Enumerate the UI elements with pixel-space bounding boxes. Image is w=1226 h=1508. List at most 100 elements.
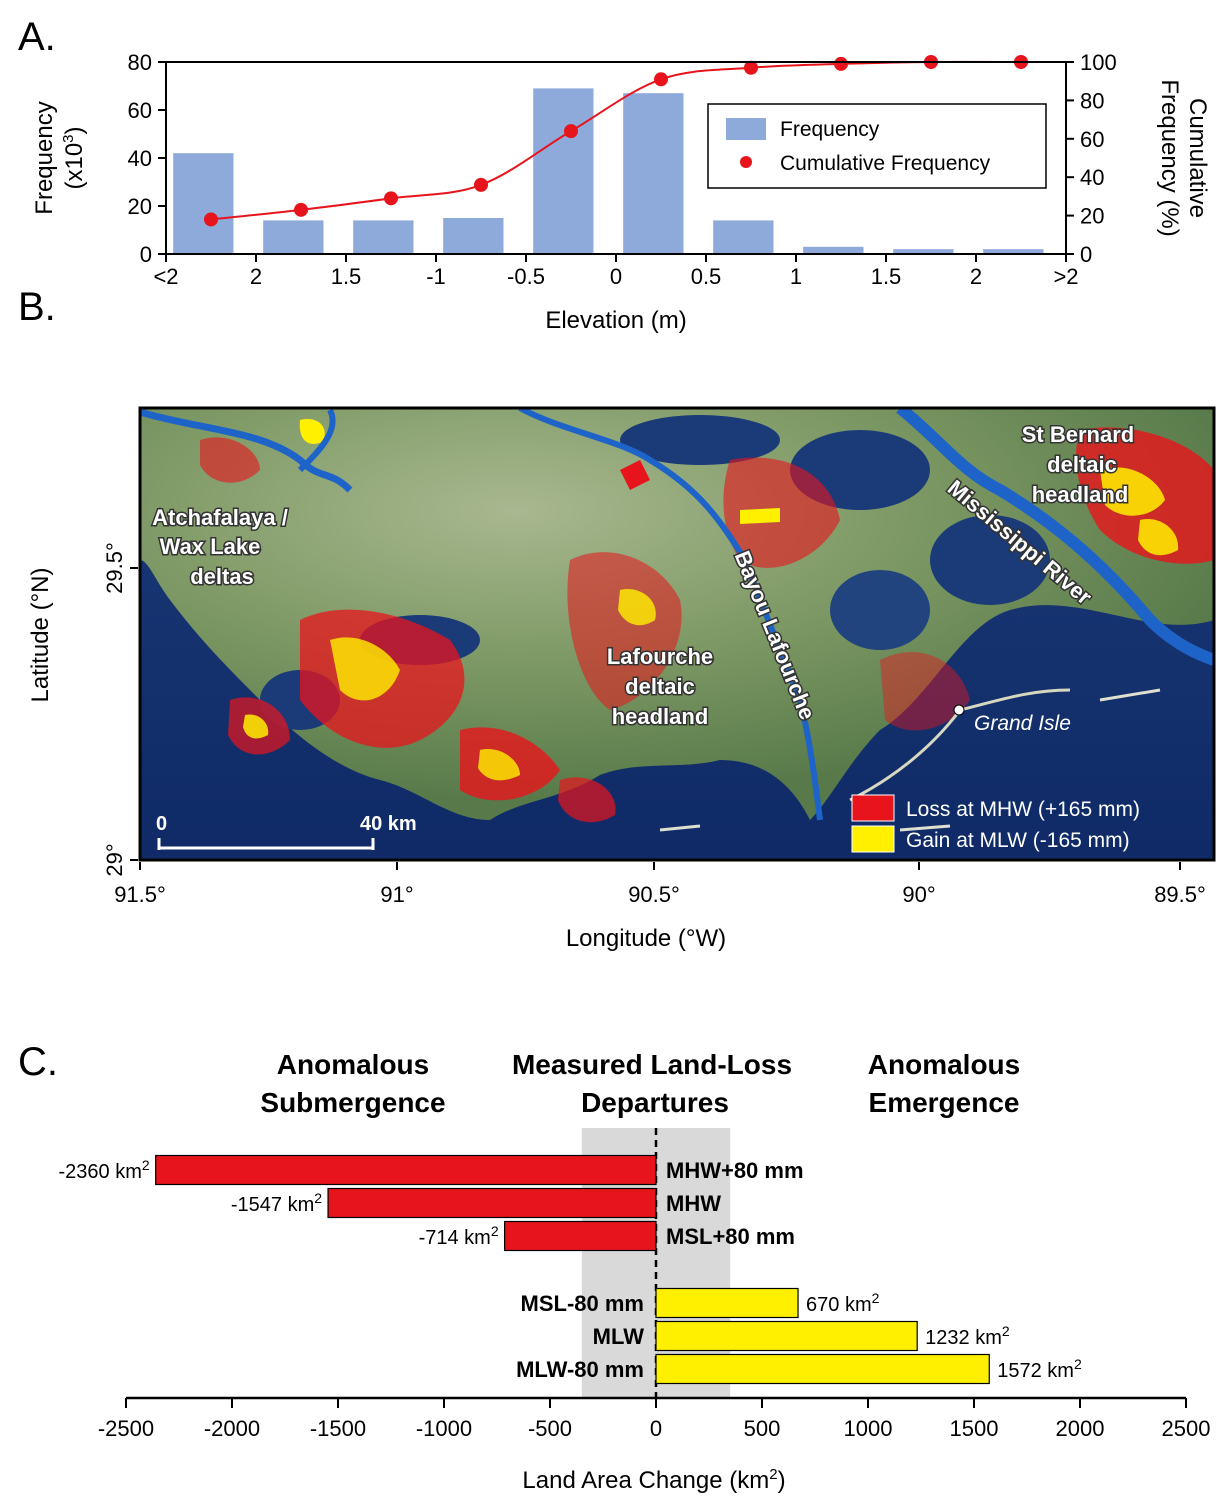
- label-stbernard-1: St Bernard: [1022, 422, 1134, 447]
- scale-start: 0: [156, 813, 167, 835]
- svg-text:Cumulative: Cumulative: [1184, 98, 1211, 218]
- x-tick-label: 0: [650, 1416, 662, 1441]
- panel-a-letter: A.: [18, 15, 56, 59]
- elevation-axis-title: Elevation (m): [545, 307, 686, 334]
- frequency-bar: [533, 88, 594, 255]
- legend-gain-swatch: [851, 825, 895, 853]
- map-frame: [138, 406, 1216, 862]
- gain-bar: [655, 1353, 990, 1385]
- cumulative-point: [834, 56, 848, 71]
- lake: [620, 415, 780, 465]
- label-atchafalaya-1: Atchafalaya /: [152, 505, 288, 530]
- frequency-bar: [713, 220, 774, 254]
- y2-tick-label: 100: [1080, 50, 1117, 75]
- lat-tick: 29.5°: [102, 542, 127, 594]
- x-tick-label: 1: [790, 264, 802, 289]
- plot-a-ticks: 0 20 40 60 80 0 20 40 60 80 100 <2 2 1.5 -1 -0.5 0 0.5 1 1.…: [128, 50, 1117, 289]
- heading-left-1: Anomalous: [277, 1049, 429, 1080]
- y-tick-label: 60: [128, 98, 152, 123]
- loss-bar: [504, 1220, 657, 1252]
- y-tick-label: 20: [128, 194, 152, 219]
- frequency-bar: [983, 249, 1044, 254]
- x-tick-label: 0.5: [691, 264, 722, 289]
- legend-frequency-swatch: [726, 118, 766, 140]
- x-tick-label: 1500: [950, 1416, 999, 1441]
- svg-text:(x103): (x103): [60, 126, 88, 189]
- y2-tick-label: 60: [1080, 127, 1104, 152]
- satellite-map: Atchafalaya / Wax Lake deltas Lafourche …: [138, 406, 1216, 862]
- y-tick-label: 0: [140, 242, 152, 267]
- x-tick-label: -1: [426, 264, 446, 289]
- x-tick-label: >2: [1053, 264, 1078, 289]
- y2-tick-label: 0: [1080, 242, 1092, 267]
- legend-loss-label: Loss at MHW (+165 mm): [906, 798, 1140, 821]
- atchafalaya-river-branch: [297, 408, 336, 473]
- label-atchafalaya-3: deltas: [190, 564, 254, 589]
- label-lafourche-2: deltaic: [625, 674, 695, 699]
- y2-tick-label: 40: [1080, 165, 1104, 190]
- gain-bar: [655, 1287, 799, 1319]
- atchafalaya-river: [140, 408, 353, 493]
- label-stbernard-3: headland: [1032, 482, 1129, 507]
- cumulative-point: [744, 60, 758, 75]
- y2-tick-label: 20: [1080, 204, 1104, 229]
- lon-tick: 91.5°: [114, 882, 166, 907]
- cumulative-point: [564, 124, 578, 139]
- bar-category-label: MLW: [593, 1324, 645, 1349]
- panel-a-legend: Frequency Cumulative Frequency: [707, 103, 1047, 189]
- x-tick-label: 1.5: [331, 264, 362, 289]
- frequency-axis-title: Frequency (x103): [31, 101, 88, 214]
- bar-value-label: -1547 km2: [231, 1190, 322, 1216]
- label-grand-isle: Grand Isle: [974, 712, 1071, 735]
- bar-value-label: 1232 km2: [925, 1323, 1010, 1349]
- lon-tick: 89.5°: [1154, 882, 1206, 907]
- x-tick-label: -2000: [204, 1416, 260, 1441]
- panel-b: B.: [18, 285, 1216, 952]
- gain-bar: [655, 1320, 918, 1352]
- panel-c: C. Anomalous Submergence Measured Land-L…: [18, 1040, 1210, 1494]
- frequency-bar: [623, 93, 684, 254]
- x-tick-label: -1500: [310, 1416, 366, 1441]
- cumulative-point: [204, 212, 218, 227]
- heading-center-1: Measured Land-Loss: [512, 1049, 792, 1080]
- cumulative-point: [654, 72, 668, 87]
- land-change-axis-title: Land Area Change (km2): [522, 1466, 785, 1494]
- frequency-bar: [173, 153, 234, 254]
- bar-value-label: 1572 km2: [997, 1356, 1082, 1382]
- svg-text:Frequency (%): Frequency (%): [1156, 79, 1183, 236]
- bar-value-label: -2360 km2: [59, 1157, 150, 1183]
- x-tick-label: -0.5: [507, 264, 545, 289]
- legend-frequency-label: Frequency: [780, 118, 880, 141]
- bar-value-label: 670 km2: [806, 1290, 880, 1316]
- label-lafourche-1: Lafourche: [607, 644, 713, 669]
- legend-loss-swatch: [851, 794, 895, 822]
- y-tick-label: 40: [128, 146, 152, 171]
- scale-end: 40 km: [360, 813, 417, 835]
- bar-category-label: MHW+80 mm: [666, 1158, 804, 1183]
- bar-category-label: MSL+80 mm: [666, 1224, 795, 1249]
- x-tick-label: 2: [970, 264, 982, 289]
- land-change-bars: MHW+80 mm -2360 km2 MHW -1547 km2 MSL+80 mm -…: [59, 1154, 1082, 1385]
- frequency-bar: [893, 249, 954, 254]
- cumulative-axis-title: Cumulative Frequency (%): [1156, 79, 1211, 236]
- lake: [830, 570, 930, 650]
- svg-text:Frequency: Frequency: [31, 101, 58, 214]
- land-change-axis: -2500 -2000 -1500 -1000 -500 0 500 1000 1500 2000…: [98, 1396, 1210, 1441]
- frequency-bar: [803, 246, 864, 254]
- heading-right-2: Emergence: [869, 1087, 1020, 1118]
- y2-tick-label: 80: [1080, 88, 1104, 113]
- frequency-bar: [443, 218, 504, 254]
- lon-tick: 90.5°: [628, 882, 680, 907]
- frequency-bars: [173, 88, 1044, 255]
- x-tick-label: 2: [250, 264, 262, 289]
- cumulative-point: [294, 202, 308, 217]
- lon-tick: 90°: [902, 882, 935, 907]
- legend-gain-label: Gain at MLW (-165 mm): [906, 829, 1130, 852]
- cumulative-point: [474, 177, 488, 192]
- bar-category-label: MSL-80 mm: [521, 1291, 644, 1316]
- legend-cumulative-marker: [740, 156, 752, 168]
- mississippi-river: [896, 408, 1214, 666]
- x-tick-label: <2: [153, 264, 178, 289]
- panel-a: A. 0 20 40 60 80 0 20 40 60 80 100 <2 2 1.5 -1 -0.5 0 0.5…: [18, 15, 1211, 334]
